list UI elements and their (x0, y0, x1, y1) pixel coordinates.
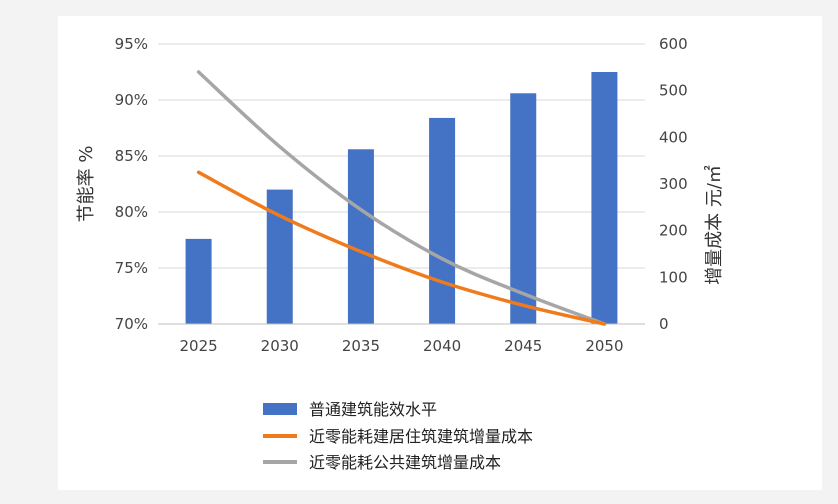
bar (347, 149, 374, 324)
left-tick-label: 90% (115, 91, 148, 109)
legend-swatch-bar (263, 403, 297, 415)
right-tick-label: 300 (659, 175, 688, 193)
x-tick-label: 2025 (179, 337, 217, 355)
right-tick-label: 200 (659, 222, 688, 240)
right-axis-title: 增量成本 元/㎡ (703, 165, 725, 285)
line-series-public (196, 70, 607, 326)
legend-label: 近零能耗公共建筑增量成本 (309, 453, 501, 472)
x-tick-label: 2035 (342, 337, 380, 355)
right-tick-label: 400 (659, 128, 688, 146)
x-tick-label: 2030 (261, 337, 299, 355)
legend-label: 近零能耗建居住筑建筑增量成本 (309, 427, 533, 446)
bar (185, 238, 212, 324)
bar (429, 117, 456, 324)
left-tick-label: 80% (115, 203, 148, 221)
x-tick-label: 2040 (423, 337, 461, 355)
bar (510, 93, 537, 324)
left-tick-label: 70% (115, 315, 148, 333)
left-tick-label: 75% (115, 259, 148, 277)
right-tick-label: 500 (659, 82, 688, 100)
left-axis-title: 节能率 % (76, 146, 97, 223)
line-series-residential (196, 170, 607, 326)
bar (591, 72, 618, 324)
right-tick-label: 600 (659, 35, 688, 53)
right-tick-label: 100 (659, 268, 688, 286)
x-tick-label: 2045 (504, 337, 542, 355)
left-tick-label: 95% (115, 35, 148, 53)
left-tick-label: 85% (115, 147, 148, 165)
x-tick-label: 2050 (585, 337, 623, 355)
legend-label: 普通建筑能效水平 (309, 400, 437, 419)
right-tick-label: 0 (659, 315, 669, 333)
